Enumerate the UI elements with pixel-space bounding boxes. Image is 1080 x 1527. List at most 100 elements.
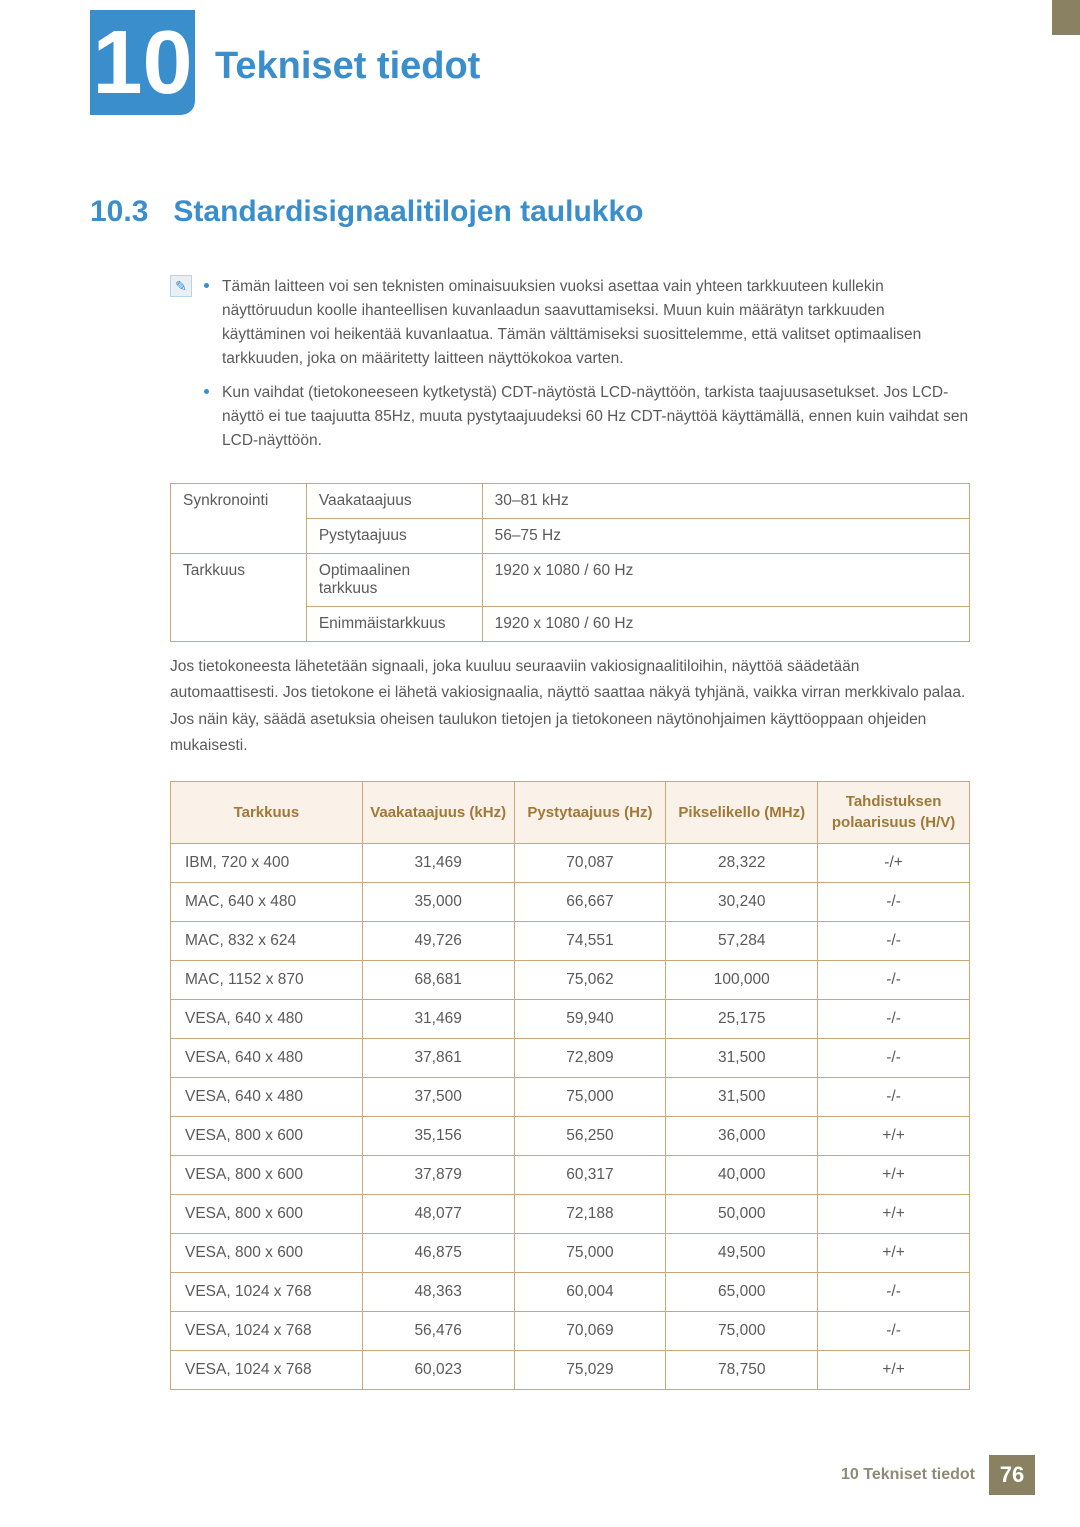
cell-hfreq: 31,469 <box>362 999 514 1038</box>
section-title: Standardisignaalitilojen taulukko <box>173 195 643 228</box>
note-block: ✎ Tämän laitteen voi sen teknisten omina… <box>170 275 970 463</box>
cell-resolution: VESA, 1024 x 768 <box>171 1311 363 1350</box>
cell: 1920 x 1080 / 60 Hz <box>482 607 969 642</box>
col-header-polarity: Tahdistuksen polaarisuus (H/V) <box>818 782 970 844</box>
table-row: VESA, 640 x 48037,50075,00031,500-/- <box>171 1077 970 1116</box>
table-row: VESA, 800 x 60048,07772,18850,000+/+ <box>171 1194 970 1233</box>
cell-hfreq: 46,875 <box>362 1233 514 1272</box>
cell-vfreq: 60,317 <box>514 1155 666 1194</box>
cell-resolution: VESA, 640 x 480 <box>171 1077 363 1116</box>
cell-pixelclock: 31,500 <box>666 1077 818 1116</box>
cell-resolution: VESA, 800 x 600 <box>171 1116 363 1155</box>
table-row: IBM, 720 x 40031,46970,08728,322-/+ <box>171 843 970 882</box>
cell-polarity: -/- <box>818 1311 970 1350</box>
cell-pixelclock: 40,000 <box>666 1155 818 1194</box>
bullet-item: Tämän laitteen voi sen teknisten ominais… <box>204 275 970 371</box>
cell-vfreq: 60,004 <box>514 1272 666 1311</box>
col-header-pixelclock: Pikselikello (MHz) <box>666 782 818 844</box>
sync-table: Synkronointi Vaakataajuus 30–81 kHz Pyst… <box>170 483 970 642</box>
cell-vfreq: 75,029 <box>514 1350 666 1389</box>
cell-vfreq: 59,940 <box>514 999 666 1038</box>
table-row: VESA, 800 x 60037,87960,31740,000+/+ <box>171 1155 970 1194</box>
col-header-vfreq: Pystytaajuus (Hz) <box>514 782 666 844</box>
cell: Optimaalinen tarkkuus <box>306 554 482 607</box>
cell-pixelclock: 49,500 <box>666 1233 818 1272</box>
cell-vfreq: 75,000 <box>514 1233 666 1272</box>
cell-vfreq: 75,062 <box>514 960 666 999</box>
cell-pixelclock: 31,500 <box>666 1038 818 1077</box>
cell-polarity: -/- <box>818 1038 970 1077</box>
cell-resolution: MAC, 1152 x 870 <box>171 960 363 999</box>
table-row: Synkronointi Vaakataajuus 30–81 kHz <box>171 484 970 519</box>
cell-hfreq: 37,879 <box>362 1155 514 1194</box>
cell-hfreq: 35,000 <box>362 882 514 921</box>
top-right-stripe <box>1052 0 1080 35</box>
cell-vfreq: 70,087 <box>514 843 666 882</box>
cell-pixelclock: 57,284 <box>666 921 818 960</box>
content-area: ✎ Tämän laitteen voi sen teknisten omina… <box>170 275 970 1390</box>
cell-hfreq: 56,476 <box>362 1311 514 1350</box>
cell-hfreq: 48,363 <box>362 1272 514 1311</box>
cell-polarity: -/- <box>818 1272 970 1311</box>
cell: 1920 x 1080 / 60 Hz <box>482 554 969 607</box>
cell-polarity: -/- <box>818 882 970 921</box>
cell-polarity: +/+ <box>818 1194 970 1233</box>
cell-hfreq: 60,023 <box>362 1350 514 1389</box>
cell-sync-label: Synkronointi <box>171 484 307 554</box>
table-row: MAC, 1152 x 87068,68175,062100,000-/- <box>171 960 970 999</box>
cell: Vaakataajuus <box>306 484 482 519</box>
cell-polarity: -/- <box>818 1077 970 1116</box>
table-row: VESA, 1024 x 76860,02375,02978,750+/+ <box>171 1350 970 1389</box>
cell-vfreq: 75,000 <box>514 1077 666 1116</box>
cell-vfreq: 70,069 <box>514 1311 666 1350</box>
bullet-dot-icon <box>204 275 210 371</box>
footer-chapter-label: 10 Tekniset tiedot <box>841 1466 975 1484</box>
cell-pixelclock: 36,000 <box>666 1116 818 1155</box>
bullet-item: Kun vaihdat (tietokoneeseen kytketystä) … <box>204 381 970 453</box>
table-row: VESA, 640 x 48037,86172,80931,500-/- <box>171 1038 970 1077</box>
table-row: VESA, 800 x 60035,15656,25036,000+/+ <box>171 1116 970 1155</box>
cell-polarity: +/+ <box>818 1350 970 1389</box>
cell-hfreq: 49,726 <box>362 921 514 960</box>
table-row: VESA, 1024 x 76856,47670,06975,000-/- <box>171 1311 970 1350</box>
table-row: VESA, 640 x 48031,46959,94025,175-/- <box>171 999 970 1038</box>
cell-resolution: VESA, 800 x 600 <box>171 1233 363 1272</box>
cell-vfreq: 66,667 <box>514 882 666 921</box>
cell-polarity: +/+ <box>818 1233 970 1272</box>
cell-polarity: -/- <box>818 921 970 960</box>
footer-page-number: 76 <box>989 1455 1035 1495</box>
cell-pixelclock: 25,175 <box>666 999 818 1038</box>
cell-hfreq: 35,156 <box>362 1116 514 1155</box>
cell-resolution: MAC, 640 x 480 <box>171 882 363 921</box>
cell-res-label: Tarkkuus <box>171 554 307 642</box>
cell-resolution: VESA, 1024 x 768 <box>171 1272 363 1311</box>
cell-resolution: VESA, 800 x 600 <box>171 1155 363 1194</box>
note-icon: ✎ <box>170 275 192 297</box>
table-row: VESA, 1024 x 76848,36360,00465,000-/- <box>171 1272 970 1311</box>
footer: 10 Tekniset tiedot 76 <box>841 1455 1035 1495</box>
table-row: Tarkkuus Optimaalinen tarkkuus 1920 x 10… <box>171 554 970 607</box>
table-row: VESA, 800 x 60046,87575,00049,500+/+ <box>171 1233 970 1272</box>
cell-resolution: VESA, 800 x 600 <box>171 1194 363 1233</box>
cell: Pystytaajuus <box>306 519 482 554</box>
col-header-hfreq: Vaakataajuus (kHz) <box>362 782 514 844</box>
cell-vfreq: 72,188 <box>514 1194 666 1233</box>
cell-hfreq: 37,500 <box>362 1077 514 1116</box>
cell-hfreq: 68,681 <box>362 960 514 999</box>
cell-polarity: -/- <box>818 999 970 1038</box>
chapter-title: Tekniset tiedot <box>215 45 480 88</box>
bullet-text: Tämän laitteen voi sen teknisten ominais… <box>222 275 970 371</box>
cell-resolution: VESA, 640 x 480 <box>171 999 363 1038</box>
cell-pixelclock: 75,000 <box>666 1311 818 1350</box>
cell-pixelclock: 100,000 <box>666 960 818 999</box>
cell: Enimmäistarkkuus <box>306 607 482 642</box>
cell-pixelclock: 65,000 <box>666 1272 818 1311</box>
cell-pixelclock: 28,322 <box>666 843 818 882</box>
cell-vfreq: 72,809 <box>514 1038 666 1077</box>
cell-hfreq: 37,861 <box>362 1038 514 1077</box>
cell-resolution: VESA, 1024 x 768 <box>171 1350 363 1389</box>
cell-pixelclock: 50,000 <box>666 1194 818 1233</box>
table-row: MAC, 640 x 48035,00066,66730,240-/- <box>171 882 970 921</box>
cell-polarity: +/+ <box>818 1155 970 1194</box>
bullet-dot-icon <box>204 381 210 453</box>
